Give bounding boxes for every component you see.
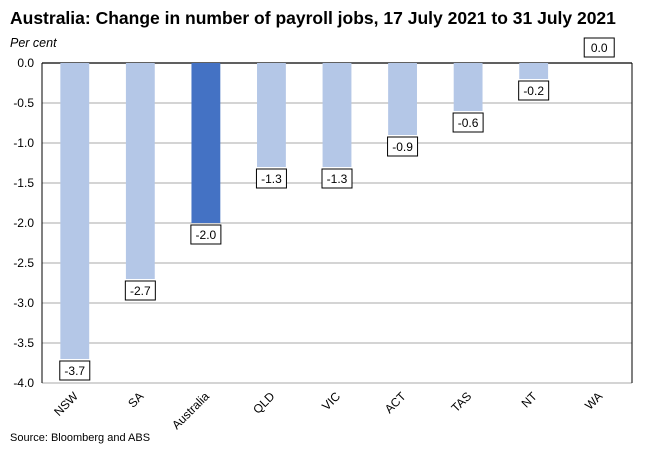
data-label-tas: -0.6 bbox=[452, 112, 484, 133]
data-label-act: -0.9 bbox=[387, 136, 419, 157]
y-tick-label: -0.5 bbox=[13, 96, 34, 110]
y-tick-label: -4.0 bbox=[13, 376, 34, 390]
bar-australia bbox=[191, 63, 221, 223]
bar-qld bbox=[257, 63, 286, 167]
data-label-text: -1.3 bbox=[327, 172, 348, 186]
data-label-text: -3.7 bbox=[64, 364, 85, 378]
data-label-box bbox=[452, 112, 484, 133]
data-label-vic: -1.3 bbox=[321, 168, 353, 189]
data-label-wa: 0.0 bbox=[583, 37, 615, 58]
bar-nsw bbox=[60, 63, 90, 359]
data-label-sa: -2.7 bbox=[124, 280, 156, 301]
data-label-qld: -1.3 bbox=[255, 168, 287, 189]
data-label-text: -1.3 bbox=[261, 172, 282, 186]
bar-act bbox=[388, 63, 417, 135]
data-label-text: -0.2 bbox=[523, 84, 544, 98]
x-tick-label: NT bbox=[519, 389, 541, 411]
x-tick-label: TAS bbox=[448, 389, 474, 415]
bar-nt bbox=[519, 63, 549, 79]
data-label-box bbox=[124, 280, 156, 301]
data-label-nsw: -3.7 bbox=[59, 360, 91, 381]
x-tick-label: ACT bbox=[382, 389, 409, 416]
y-tick-label: -2.0 bbox=[13, 216, 34, 230]
x-tick-label: WA bbox=[582, 389, 605, 412]
bar-sa bbox=[125, 63, 155, 279]
y-tick-label: -1.0 bbox=[13, 136, 34, 150]
chart-title: Australia: Change in number of payroll j… bbox=[10, 8, 616, 28]
source-note: Source: Bloomberg and ABS bbox=[10, 432, 151, 444]
y-tick-label: -3.5 bbox=[13, 336, 34, 350]
y-axis-unit-label: Per cent bbox=[10, 36, 57, 50]
data-label-box bbox=[255, 168, 287, 189]
x-tick-label: VIC bbox=[319, 389, 343, 413]
data-label-text: -2.0 bbox=[196, 228, 217, 242]
data-label-box bbox=[583, 37, 615, 58]
data-label-text: -0.6 bbox=[458, 116, 479, 130]
data-label-box bbox=[190, 224, 222, 245]
data-label-nt: -0.2 bbox=[518, 80, 550, 101]
data-label-box bbox=[321, 168, 353, 189]
x-tick-label: QLD bbox=[250, 389, 278, 417]
data-label-text: 0.0 bbox=[591, 41, 608, 55]
data-label-box bbox=[59, 360, 91, 381]
x-tick-label: Australia bbox=[169, 389, 212, 432]
x-tick-label: SA bbox=[125, 389, 146, 410]
data-label-text: -0.9 bbox=[392, 140, 413, 154]
x-tick-label: NSW bbox=[51, 389, 81, 419]
y-tick-label: -3.0 bbox=[13, 296, 34, 310]
bar-tas bbox=[453, 63, 483, 111]
y-tick-label: -2.5 bbox=[13, 256, 34, 270]
data-label-australia: -2.0 bbox=[190, 224, 222, 245]
y-tick-label: 0.0 bbox=[17, 56, 34, 70]
y-tick-label: -1.5 bbox=[13, 176, 34, 190]
data-label-box bbox=[518, 80, 550, 101]
data-label-box bbox=[387, 136, 419, 157]
bar-vic bbox=[322, 63, 352, 167]
data-label-text: -2.7 bbox=[130, 284, 151, 298]
